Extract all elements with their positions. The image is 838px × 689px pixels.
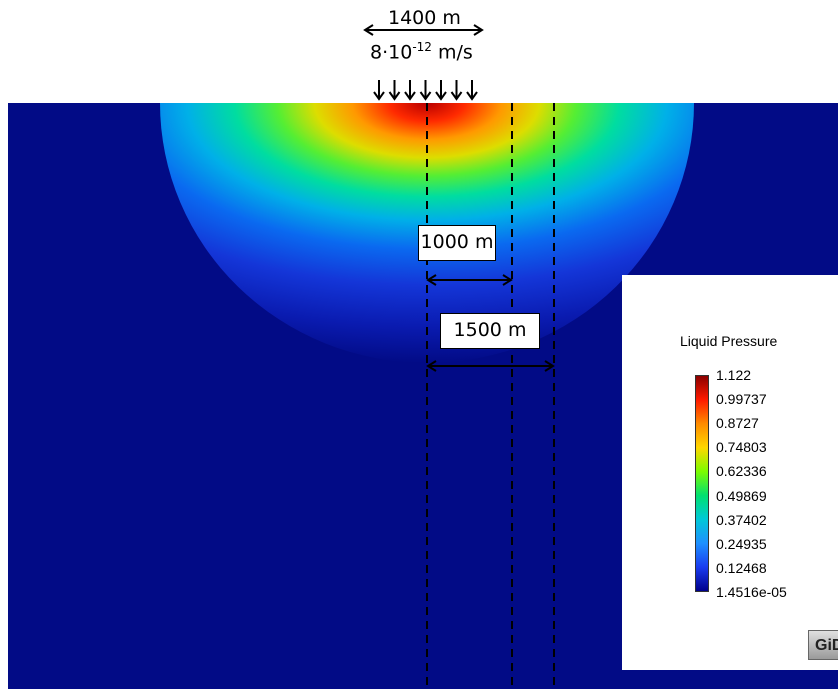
flux-arrows [373, 80, 478, 101]
flux-arrow-head [419, 91, 432, 101]
legend-tick-label: 1.4516e-05 [716, 584, 787, 600]
legend-tick-label: 1.122 [716, 367, 752, 383]
legend-colorbar [695, 375, 709, 592]
width-arrow [363, 24, 484, 36]
flux-unit: m/s [431, 41, 473, 64]
legend-tick-label: 0.99737 [716, 391, 767, 408]
legend-tick-label: 0.24935 [716, 535, 767, 552]
distance-arrow-1500m [426, 360, 555, 372]
flux-arrow-head [435, 91, 447, 101]
distance-label-1500m: 1500 m [440, 313, 540, 349]
legend-tick-label: 0.37402 [716, 511, 767, 528]
distance-label-1000m: 1000 m [418, 225, 496, 261]
flux-label: 8·10-12 m/s [370, 40, 473, 63]
legend-panel: Liquid Pressure 1.122 0.99737 0.8727 0.7480… [622, 275, 838, 670]
width-label: 1400 m [388, 7, 461, 29]
flux-exponent: -12 [412, 40, 432, 54]
gid-logo: GiD [808, 630, 838, 660]
flux-arrow-head [466, 91, 478, 101]
legend-tick-label: 0.8727 [716, 415, 759, 432]
legend-title: Liquid Pressure [680, 333, 778, 349]
legend-tick-label: 0.12468 [716, 559, 767, 576]
flux-base: 8·10 [370, 41, 413, 64]
legend-tick-label: 0.74803 [716, 439, 767, 456]
flux-arrow-head [450, 91, 463, 101]
legend-tick-label: 0.62336 [716, 463, 767, 480]
flux-arrow-head [388, 91, 401, 101]
legend-tick-label: 0.49869 [716, 487, 767, 504]
flux-arrow-head [373, 91, 385, 101]
flux-arrow-head [404, 91, 416, 101]
distance-arrow-1000m [426, 274, 513, 286]
